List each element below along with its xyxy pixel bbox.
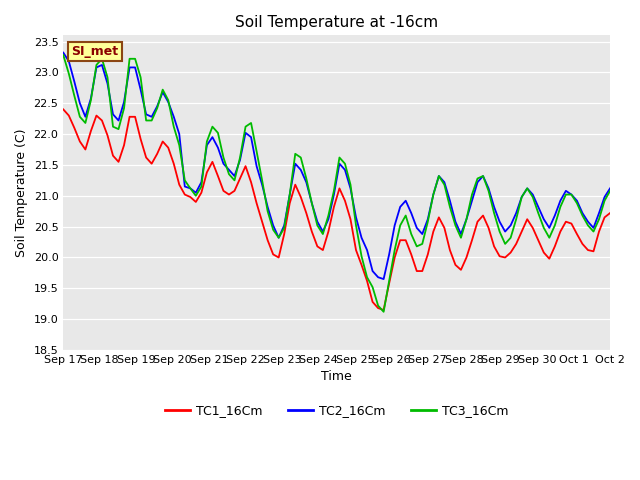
TC2_16Cm xyxy=(380,276,387,282)
TC2_16Cm xyxy=(391,223,399,228)
TC3_16Cm xyxy=(341,161,349,167)
TC2_16Cm xyxy=(164,99,172,105)
TC2_16Cm xyxy=(606,185,614,191)
Text: SI_met: SI_met xyxy=(72,45,118,58)
TC3_16Cm xyxy=(606,188,614,194)
TC1_16Cm xyxy=(341,198,349,204)
Line: TC3_16Cm: TC3_16Cm xyxy=(63,55,610,312)
TC1_16Cm xyxy=(186,194,194,200)
TC2_16Cm xyxy=(341,167,349,173)
TC1_16Cm xyxy=(60,107,67,112)
TC1_16Cm xyxy=(568,221,575,227)
TC1_16Cm xyxy=(164,145,172,151)
TC1_16Cm xyxy=(584,247,592,253)
Legend: TC1_16Cm, TC2_16Cm, TC3_16Cm: TC1_16Cm, TC2_16Cm, TC3_16Cm xyxy=(160,399,513,422)
TC3_16Cm xyxy=(584,223,592,228)
TC3_16Cm xyxy=(164,97,172,103)
TC2_16Cm xyxy=(584,219,592,225)
Line: TC1_16Cm: TC1_16Cm xyxy=(63,109,610,310)
Y-axis label: Soil Temperature (C): Soil Temperature (C) xyxy=(15,129,28,257)
TC3_16Cm xyxy=(391,247,399,253)
Line: TC2_16Cm: TC2_16Cm xyxy=(63,53,610,279)
TC3_16Cm xyxy=(568,192,575,197)
TC2_16Cm xyxy=(568,192,575,197)
X-axis label: Time: Time xyxy=(321,371,352,384)
TC1_16Cm xyxy=(380,307,387,313)
TC1_16Cm xyxy=(606,210,614,216)
TC3_16Cm xyxy=(60,52,67,58)
TC3_16Cm xyxy=(380,309,387,315)
Title: Soil Temperature at -16cm: Soil Temperature at -16cm xyxy=(235,15,438,30)
TC1_16Cm xyxy=(391,254,399,260)
TC3_16Cm xyxy=(186,185,194,191)
TC2_16Cm xyxy=(60,50,67,56)
TC2_16Cm xyxy=(186,185,194,191)
